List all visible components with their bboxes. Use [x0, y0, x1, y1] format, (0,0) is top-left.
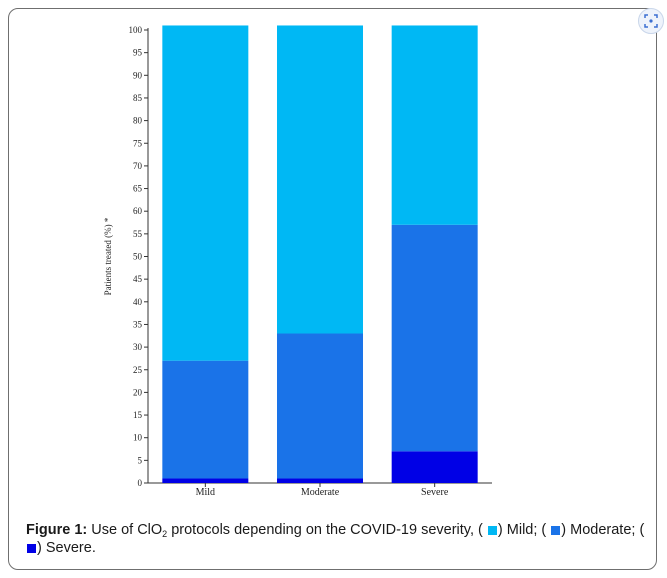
y-tick-label-85: 85: [133, 93, 143, 103]
y-tick-label-25: 25: [133, 365, 143, 375]
y-axis-label: Patients treated (%) *: [103, 217, 113, 295]
caption-text-2: protocols depending on the COVID-19 seve…: [167, 522, 483, 538]
y-tick-label-60: 60: [133, 206, 143, 216]
legend-swatch-severe: [27, 544, 36, 553]
legend-swatch-mild: [487, 526, 497, 535]
x-tick-label-mild: Mild: [196, 487, 215, 498]
y-tick-label-20: 20: [133, 387, 143, 397]
y-tick-label-90: 90: [133, 70, 143, 80]
legend-swatch-moderate: [551, 526, 561, 535]
bar-severe-moderate: [391, 224, 478, 452]
y-tick-label-40: 40: [133, 297, 143, 307]
figure-caption: Figure 1: Use of ClO2 protocols dependin…: [26, 522, 645, 556]
legend-label-severe: Severe: [45, 540, 92, 556]
y-tick-label-70: 70: [133, 161, 143, 171]
y-tick-label-45: 45: [133, 274, 143, 284]
y-tick-label-5: 5: [138, 455, 143, 465]
bar-moderate-moderate: [277, 333, 363, 479]
bar-severe-mild: [391, 25, 478, 225]
y-tick-label-35: 35: [133, 319, 143, 329]
legend-label-moderate: Moderate: [570, 522, 632, 538]
y-tick-label-80: 80: [133, 116, 143, 126]
caption-text-1: Use of ClO: [87, 522, 163, 538]
x-tick-label-severe: Severe: [421, 487, 449, 498]
y-tick-label-75: 75: [133, 138, 143, 148]
bar-moderate-severe: [277, 478, 363, 483]
bar-mild-mild: [162, 25, 249, 361]
bar-mild-moderate: [162, 360, 249, 479]
y-tick-label-30: 30: [133, 342, 143, 352]
y-tick-label-65: 65: [133, 184, 143, 194]
x-tick-label-moderate: Moderate: [301, 487, 340, 498]
caption-label: Figure 1:: [26, 522, 88, 538]
y-tick-label-10: 10: [133, 433, 143, 443]
bar-mild-severe: [162, 478, 249, 483]
expand-button[interactable]: [638, 8, 664, 34]
caption-subscript: 2: [162, 529, 168, 539]
y-tick-label-55: 55: [133, 229, 143, 239]
y-tick-label-100: 100: [129, 25, 143, 35]
y-tick-label-15: 15: [133, 410, 143, 420]
y-tick-label-95: 95: [133, 48, 143, 58]
stacked-bar-chart: 0 5 10 15 20 25 30 35 40 45 50 55 60 65 70 75 80 85 90 95 10…: [103, 25, 492, 498]
expand-icon: [644, 14, 658, 28]
y-tick-label-50: 50: [133, 252, 143, 262]
legend-label-mild: Mild: [506, 522, 534, 538]
y-tick-label-0: 0: [138, 478, 143, 488]
bar-moderate-mild: [277, 25, 363, 334]
bar-severe-severe: [391, 451, 478, 483]
